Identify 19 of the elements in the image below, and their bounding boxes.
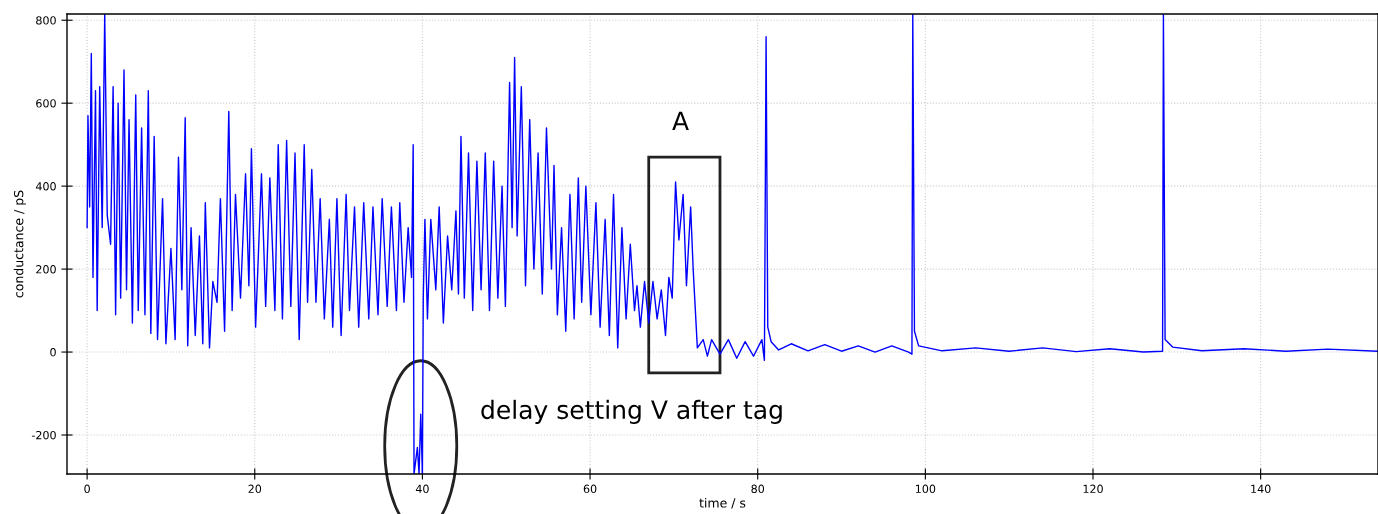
x-tick-label: 140 bbox=[1251, 484, 1271, 494]
y-tick-label: 400 bbox=[35, 182, 56, 191]
x-tick-label: 100 bbox=[915, 484, 936, 494]
x-tick-label: 80 bbox=[751, 484, 765, 494]
y-tick-label: 0 bbox=[50, 348, 56, 357]
annotation: A bbox=[672, 111, 689, 130]
y-tick-label: 200 bbox=[36, 265, 56, 274]
x-tick-label: 40 bbox=[415, 484, 429, 494]
x-tick-label: 120 bbox=[1083, 484, 1103, 494]
y-tick-label: -200 bbox=[31, 430, 56, 440]
x-tick-label: 20 bbox=[248, 484, 262, 494]
x-tick-label: 0 bbox=[84, 484, 90, 494]
y-tick-label: 800 bbox=[36, 16, 56, 25]
x-axis-title: time / s bbox=[699, 497, 746, 509]
line-series bbox=[86, 14, 1378, 474]
annotation: delay setting V after tag bbox=[481, 399, 782, 424]
y-axis-title: conductance / pS bbox=[13, 190, 26, 298]
y-tick-label: 600 bbox=[36, 99, 56, 108]
x-tick-label: 60 bbox=[583, 484, 597, 494]
